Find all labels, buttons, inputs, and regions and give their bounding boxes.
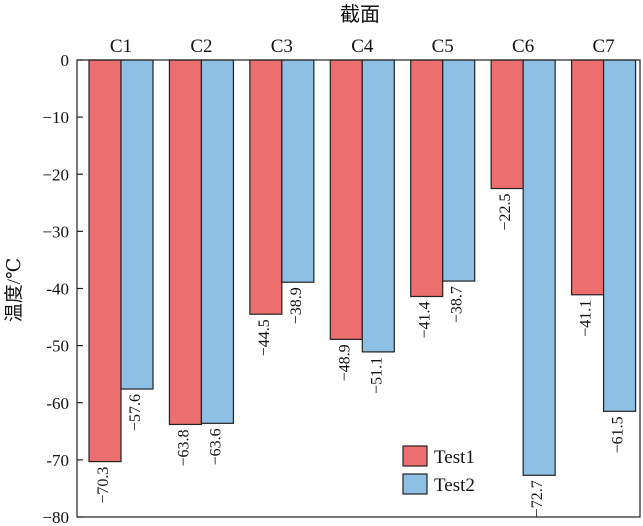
- bars: [88, 59, 637, 476]
- y-tick-label: −80: [42, 508, 69, 526]
- legend: Test1 Test2: [402, 445, 475, 496]
- y-tick-label: -50: [46, 337, 69, 356]
- y-tick-label: -70: [46, 451, 69, 470]
- y-tick-label: -40: [46, 280, 69, 299]
- bar-test1-c5: [410, 59, 444, 298]
- category-labels: C1 C2 C3 C4 C5 C6 C7: [110, 36, 615, 57]
- bar-value-label: −38.7: [449, 286, 466, 323]
- bar-value-label: −61.5: [610, 416, 627, 453]
- bar-value-label: −44.5: [256, 319, 273, 356]
- category-label: C7: [592, 36, 614, 57]
- bar-test2-c7: [602, 59, 637, 412]
- legend-swatch-test2: [402, 473, 428, 495]
- category-label: C3: [271, 36, 293, 57]
- bar-test1-c4: [329, 59, 363, 340]
- bar-value-label: −57.6: [127, 394, 144, 431]
- bar-value-label: −41.4: [417, 301, 434, 338]
- bar-test2-c4: [361, 59, 395, 353]
- bar-value-label: −22.5: [497, 194, 514, 231]
- legend-label-test2: Test2: [434, 475, 475, 496]
- bar-test2-c5: [442, 59, 476, 282]
- bar-test1-c7: [570, 59, 605, 296]
- y-tick-label: −10: [42, 108, 69, 127]
- bar-value-label: −48.9: [336, 344, 353, 381]
- legend-swatch-test1: [402, 445, 428, 467]
- bar-test2-c6: [522, 59, 556, 476]
- y-tick-label: -60: [46, 394, 69, 413]
- y-axis: 0 −10 −20 −30 -40 -50 -60 -70 −80: [42, 51, 83, 526]
- bar-value-label: −70.3: [95, 467, 112, 504]
- bar-test2-c1: [120, 59, 154, 390]
- bar-test1-c3: [249, 59, 283, 315]
- category-label: C4: [351, 36, 374, 57]
- bar-test1-c1: [88, 59, 122, 463]
- bar-value-label: −41.1: [578, 300, 595, 337]
- bar-value-label: −72.7: [529, 480, 546, 517]
- bar-test2-c2: [200, 59, 235, 424]
- y-tick-label: −20: [42, 165, 69, 184]
- chart-title: 截面: [340, 3, 380, 26]
- category-label: C2: [190, 36, 212, 57]
- legend-label-test1: Test1: [434, 447, 475, 468]
- y-tick-label: 0: [61, 51, 70, 70]
- bar-test1-c6: [490, 59, 524, 190]
- bar-test2-c3: [281, 59, 315, 283]
- bar-value-label: −63.6: [207, 428, 224, 465]
- y-tick-label: −30: [42, 222, 69, 241]
- bar-value-label: −63.8: [175, 429, 192, 466]
- bar-value-label: −51.1: [368, 357, 385, 394]
- category-label: C1: [110, 36, 132, 57]
- category-label: C5: [432, 36, 454, 57]
- plot-frame: [76, 59, 641, 518]
- bar-value-label: −38.9: [288, 287, 305, 324]
- category-label: C6: [512, 36, 534, 57]
- bar-value-labels: −70.3 −57.6 −63.8 −63.6 −44.5 −38.9 −48.9 −51.1…: [95, 194, 627, 518]
- bar-test1-c2: [168, 59, 203, 426]
- y-axis-title: 温度/℃: [3, 258, 25, 323]
